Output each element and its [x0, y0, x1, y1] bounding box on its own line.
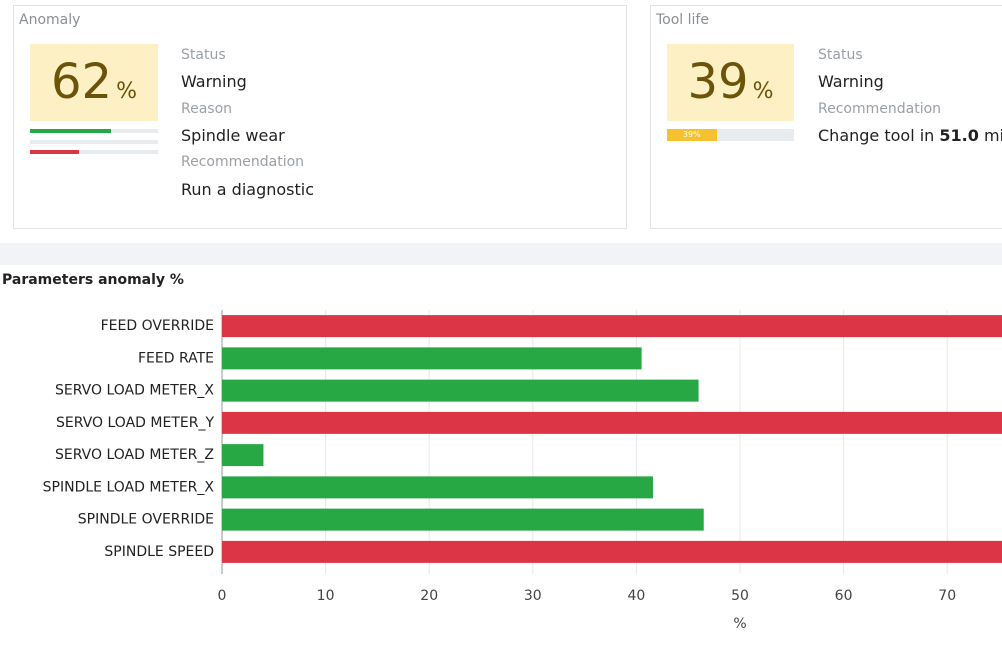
field-value: Run a diagnostic [181, 180, 314, 199]
separator [0, 243, 1002, 265]
indicator-track [30, 129, 158, 133]
x-tick-label: 60 [835, 588, 853, 604]
field-value: Warning [181, 72, 247, 91]
score-unit: % [116, 79, 137, 104]
bar [222, 540, 1002, 563]
y-tick-label: SERVO LOAD METER_X [55, 383, 214, 399]
field-label: Status [181, 47, 226, 63]
y-tick-label: SPINDLE SPEED [104, 544, 214, 560]
y-tick-label: SPINDLE OVERRIDE [78, 512, 214, 528]
bar [222, 347, 642, 370]
progress-label: 39% [682, 130, 701, 139]
score-box: 39% [667, 44, 794, 121]
field-value: Change tool in 51.0 minutes [818, 126, 1002, 145]
bar [222, 411, 1002, 434]
card-title: Tool life [656, 12, 709, 28]
strong-text: 51.0 [939, 126, 979, 145]
x-tick-label: 10 [317, 588, 335, 604]
field-label: Recommendation [181, 154, 305, 170]
x-tick-label: 50 [731, 588, 749, 604]
indicator-track [30, 139, 158, 144]
bar [222, 444, 264, 467]
y-tick-label: SERVO LOAD METER_Z [55, 447, 214, 463]
score-box: 62% [30, 44, 158, 121]
x-tick-label: 40 [627, 588, 645, 604]
text: minutes [983, 126, 1002, 145]
anomaly-card: Anomaly 62% Status Warning Reason Spindl… [13, 5, 627, 229]
x-tick-label: 30 [524, 588, 542, 604]
score: 62 [51, 54, 113, 110]
bar [222, 315, 1002, 338]
indicator-track [30, 150, 158, 154]
y-tick-label: FEED RATE [138, 350, 214, 366]
bar [222, 508, 704, 531]
indicator-bar [30, 150, 79, 154]
indicator-bar [30, 129, 111, 133]
card-title: Anomaly [19, 12, 81, 28]
y-tick-label: SERVO LOAD METER_Y [56, 415, 214, 431]
score: 39 [687, 54, 749, 110]
progress-track: 39% [667, 129, 794, 141]
y-tick-label: SPINDLE LOAD METER_X [43, 479, 215, 495]
field-label: Recommendation [818, 101, 942, 117]
x-axis-label: % [733, 616, 746, 632]
chart-title: Parameters anomaly % [2, 272, 184, 288]
progress-bar: 39% [667, 129, 717, 141]
bar [222, 379, 699, 402]
field-value: Spindle wear [181, 126, 285, 145]
x-tick-label: 70 [938, 588, 956, 604]
field-value: Warning [818, 72, 884, 91]
x-tick-label: 0 [218, 588, 227, 604]
y-tick-label: FEED OVERRIDE [101, 318, 214, 334]
text: Change tool in [818, 126, 935, 145]
field-label: Reason [181, 101, 233, 117]
score-unit: % [752, 79, 774, 104]
tool-life-card: Tool life 39% 39% Status Warning Recomme… [650, 5, 1002, 229]
field-label: Status [818, 47, 863, 63]
bar [222, 476, 653, 499]
x-tick-label: 20 [420, 588, 438, 604]
